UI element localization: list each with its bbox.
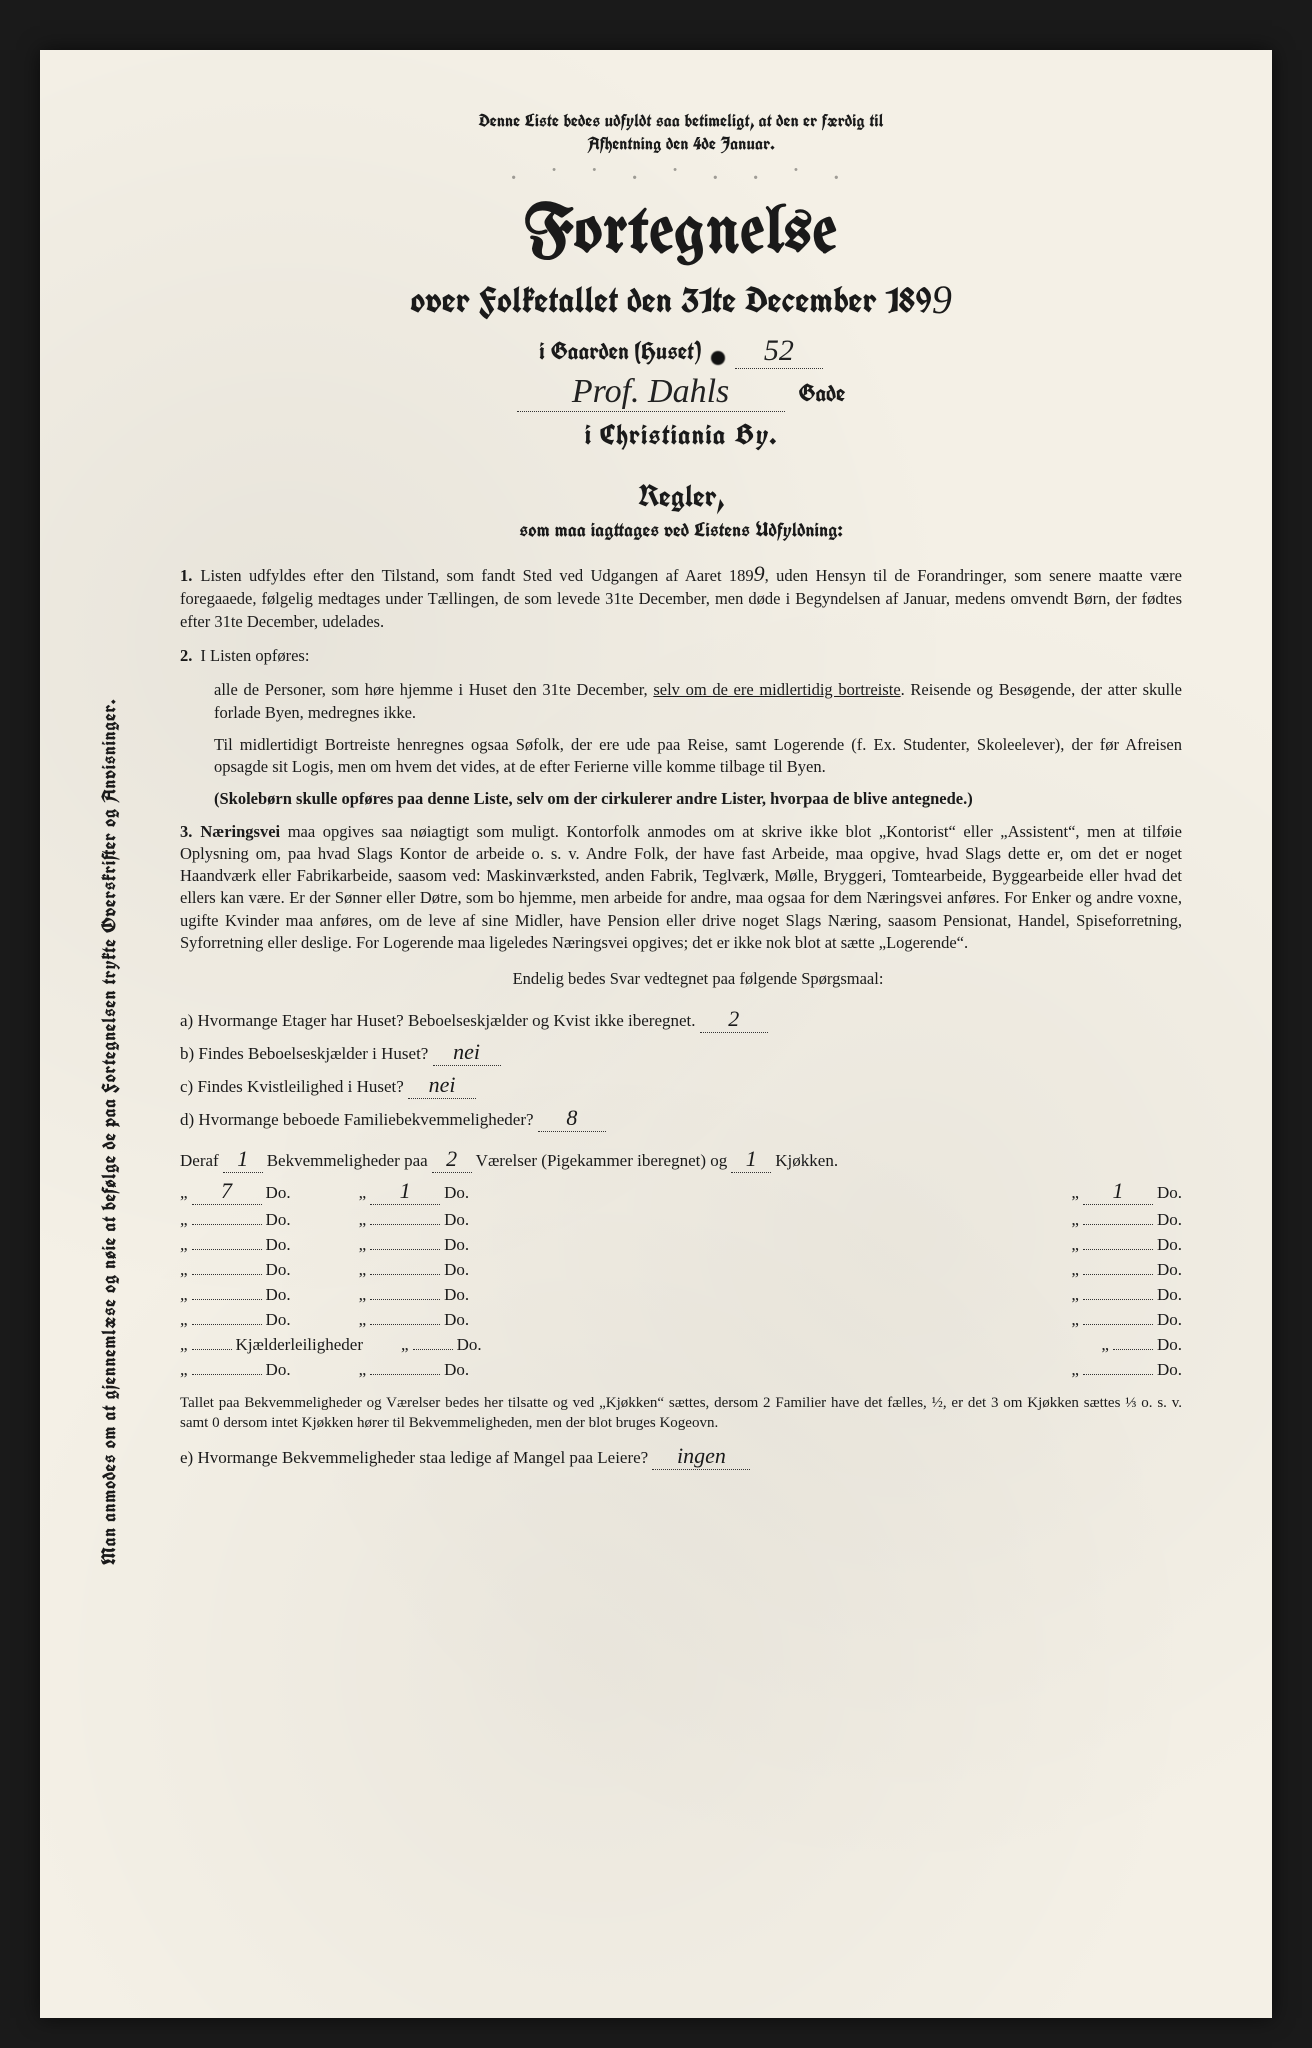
- street-line: Prof. Dahls Gade: [180, 373, 1182, 412]
- answer-d: 8: [538, 1105, 606, 1132]
- question-d-text: d) Hvormange beboede Familiebekvemmeligh…: [180, 1110, 534, 1129]
- top-instruction: Denne Liste bedes udfyldt saa betimeligt…: [180, 110, 1182, 157]
- margin-instruction: Man anmodes om at gjennemlæse og nøie at…: [95, 699, 122, 1565]
- table-row: „Do.„Do.„Do.: [180, 1310, 1182, 1330]
- question-b: b) Findes Beboelseskjælder i Huset? nei: [180, 1039, 1182, 1066]
- table-row: „Do.„Do.„Do.: [180, 1235, 1182, 1255]
- table-row: „Kjælderleiligheder„Do.„Do.: [180, 1335, 1182, 1355]
- table-row: „Do.„Do.„Do.: [180, 1360, 1182, 1380]
- questions: a) Hvormange Etager har Huset? Beboelses…: [180, 1006, 1182, 1132]
- gaarden-number: 52: [735, 334, 823, 369]
- question-c-text: c) Findes Kvistleilighed i Huset?: [180, 1077, 404, 1096]
- rule-2: 2.I Listen opføres:: [180, 645, 1182, 667]
- gaarden-label: i Gaarden (Huset): [539, 335, 701, 367]
- question-c: c) Findes Kvistleilighed i Huset? nei: [180, 1072, 1182, 1099]
- smudge-decor: · ˙ ˙ · ˙ · · ˙ ·: [180, 163, 1182, 195]
- final-lead: Endelig bedes Svar vedtegnet paa følgend…: [214, 968, 1182, 990]
- answer-a: 2: [700, 1006, 768, 1033]
- street-suffix: Gade: [798, 377, 845, 409]
- table-row: „Do.„Do.„Do.: [180, 1260, 1182, 1280]
- rule-2-lead: I Listen opføres:: [200, 646, 309, 665]
- subtitle-text: over Folketallet den 31te December 189: [410, 277, 932, 324]
- question-e-text: e) Hvormange Bekvemmeligheder staa ledig…: [180, 1448, 648, 1467]
- question-e: e) Hvormange Bekvemmeligheder staa ledig…: [180, 1443, 1182, 1470]
- rule1-year-hand: 9: [754, 561, 765, 586]
- scan-frame: Man anmodes om at gjennemlæse og nøie at…: [0, 0, 1312, 2048]
- rule-1: 1.Listen udfyldes efter den Tilstand, so…: [180, 559, 1182, 633]
- document-page: Man anmodes om at gjennemlæse og nøie at…: [40, 50, 1272, 2018]
- table-row: „Do.„Do.„Do.: [180, 1210, 1182, 1230]
- gaarden-line: i Gaarden (Huset) 52: [180, 334, 1182, 369]
- answer-e: ingen: [652, 1443, 750, 1470]
- rule-3-body: maa opgives saa nøiagtigt som muligt. Ko…: [180, 822, 1182, 952]
- rule-2-para2: Til midlertidigt Bortreiste henregnes og…: [214, 734, 1182, 779]
- city-line: i Christiania By.: [180, 416, 1182, 453]
- rule-2-body: alle de Personer, som høre hjemme i Huse…: [214, 679, 1182, 724]
- year-handwritten: 9: [932, 277, 952, 322]
- footer-note: Tallet paa Bekvemmeligheder og Værelser …: [180, 1394, 1182, 1433]
- question-a: a) Hvormange Etager har Huset? Beboelses…: [180, 1006, 1182, 1033]
- dwelling-table: Deraf1Bekvemmeligheder paa2Værelser (Pig…: [180, 1146, 1182, 1380]
- subtitle: over Folketallet den 31te December 1899: [180, 276, 1182, 324]
- question-b-text: b) Findes Beboelseskjælder i Huset?: [180, 1044, 428, 1063]
- table-row: „Do.„Do.„Do.: [180, 1285, 1182, 1305]
- question-d: d) Hvormange beboede Familiebekvemmeligh…: [180, 1105, 1182, 1132]
- rules-heading: Regler,: [180, 477, 1182, 516]
- top-instruction-l1: Denne Liste bedes udfyldt saa betimeligt…: [479, 109, 884, 133]
- answer-c: nei: [408, 1072, 476, 1099]
- main-title: Fortegnelse: [180, 199, 1182, 268]
- rules-subheading: som maa iagttages ved Listens Udfyldning…: [180, 516, 1182, 543]
- question-a-text: a) Hvormange Etager har Huset? Beboelses…: [180, 1011, 696, 1030]
- rule-3: 3.Næringsvei maa opgives saa nøiagtigt s…: [180, 821, 1182, 955]
- table-row: Deraf1Bekvemmeligheder paa2Værelser (Pig…: [180, 1146, 1182, 1173]
- answer-b: nei: [433, 1039, 501, 1066]
- rule-2-para3: (Skolebørn skulle opføres paa denne List…: [214, 788, 1182, 810]
- street-name-hand: Prof. Dahls: [517, 373, 785, 412]
- table-row: „7Do.„1Do.„1Do.: [180, 1178, 1182, 1205]
- top-instruction-l2: Afhentning den 4de Januar.: [587, 132, 774, 156]
